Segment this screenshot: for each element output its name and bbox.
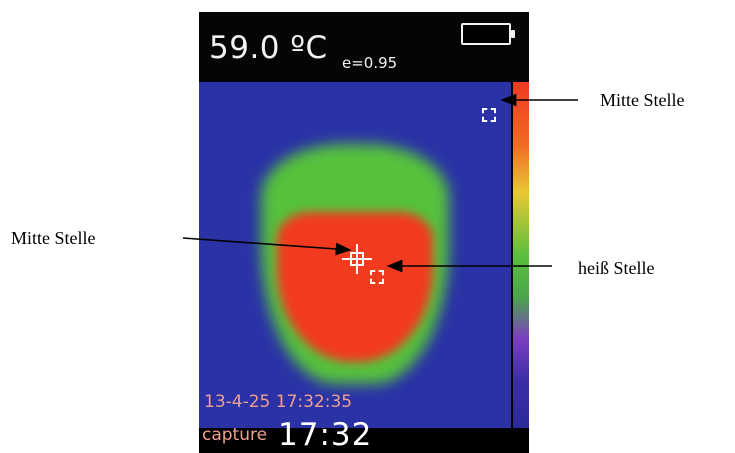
crosshair-vertical [356, 244, 358, 274]
scale-separator [511, 82, 513, 428]
label-center-spot-top: Mitte Stelle [600, 90, 685, 110]
emissivity-readout: e=0.95 [342, 54, 398, 72]
center-spot-marker [350, 252, 364, 266]
capture-mode-label: capture [202, 425, 268, 445]
label-center-spot-left: Mitte Stelle [11, 228, 96, 248]
capture-datetime: 13-4-25 17:32:35 [204, 392, 353, 412]
corner-spot-marker [482, 108, 496, 122]
hot-spot-marker [370, 270, 384, 284]
status-bar: 59.0 ºC e=0.95 [199, 12, 529, 82]
hot-region [277, 212, 433, 362]
temperature-color-scale [513, 82, 529, 428]
thermal-image: 13-4-25 17:32:35 [199, 82, 511, 428]
clock-readout: 17:32 [278, 417, 373, 453]
temperature-readout: 59.0 ºC [209, 30, 328, 66]
thermal-camera-screen: 59.0 ºC e=0.95 13-4-25 17:32:35 capture … [199, 12, 529, 453]
arrow-to-center-spot [182, 237, 352, 256]
label-hot-spot: heiß Stelle [578, 258, 655, 278]
battery-icon [461, 23, 515, 45]
bottom-bar [199, 428, 529, 453]
